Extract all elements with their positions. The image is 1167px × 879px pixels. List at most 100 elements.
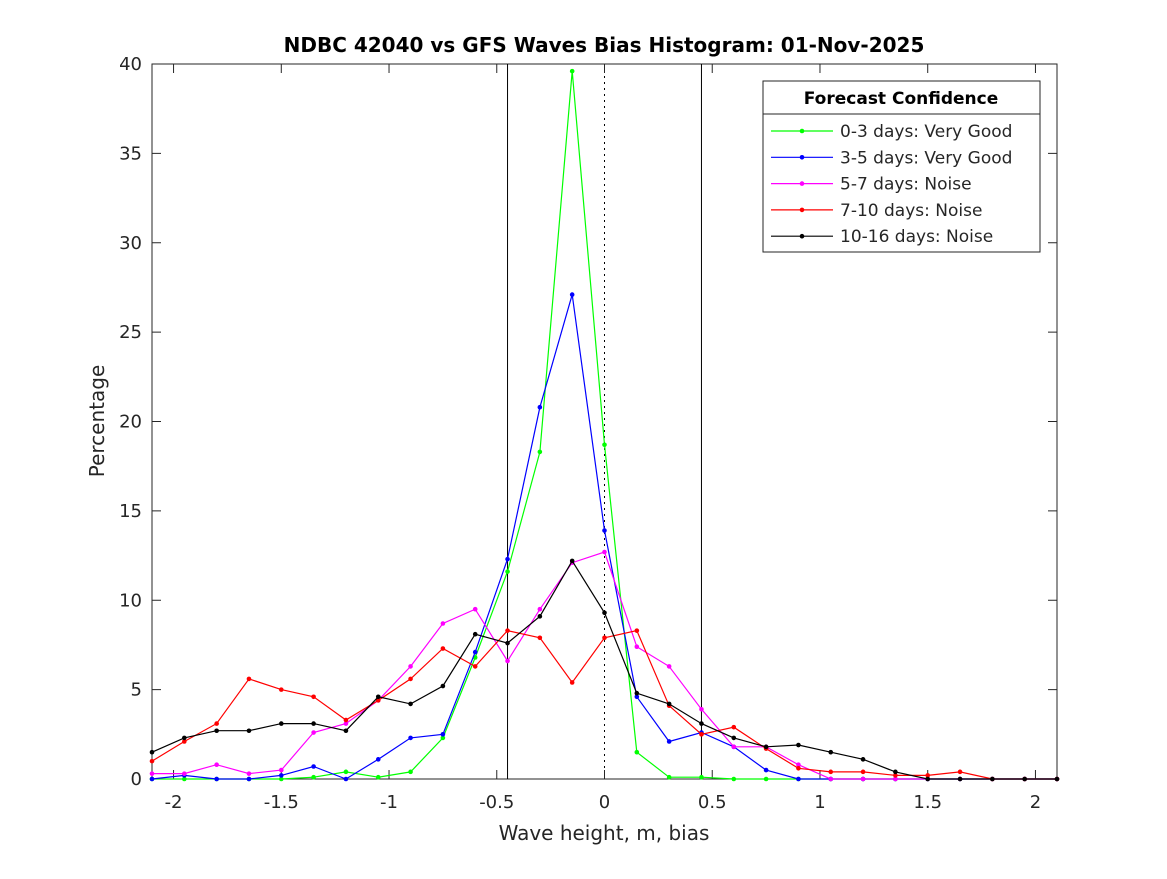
y-axis-label: Percentage (85, 365, 109, 478)
data-point (828, 749, 834, 755)
data-point (957, 776, 963, 782)
data-point (1054, 776, 1060, 782)
legend-item: 10-16 days: Noise (771, 227, 993, 247)
legend-item: 5-7 days: Noise (771, 175, 972, 195)
data-point (472, 664, 478, 669)
data-point (666, 739, 672, 744)
data-point (343, 728, 349, 734)
data-point (343, 769, 349, 775)
data-point (408, 676, 413, 682)
data-point (602, 610, 607, 616)
data-point (537, 606, 543, 612)
data-point (149, 749, 155, 755)
data-point (763, 776, 769, 782)
legend-label: 7-10 days: Noise (840, 201, 982, 221)
data-point (731, 744, 737, 750)
y-tick-label: 30 (119, 233, 142, 254)
data-point (408, 664, 413, 669)
data-point (311, 774, 316, 780)
data-point (537, 449, 543, 455)
data-point (149, 776, 155, 782)
x-tick-label: -2 (165, 792, 183, 813)
data-point (505, 556, 510, 562)
series-5 (149, 558, 1060, 782)
series-3 (149, 549, 1060, 782)
data-point (828, 776, 834, 782)
legend-item: 7-10 days: Noise (771, 201, 982, 221)
data-point (569, 680, 575, 685)
data-point (1022, 776, 1027, 782)
data-point (828, 769, 834, 775)
legend-marker (799, 233, 805, 239)
data-point (537, 404, 543, 410)
y-tick-label: 10 (119, 590, 142, 611)
data-point (569, 558, 575, 564)
data-point (440, 735, 446, 741)
x-tick-label: -0.5 (479, 792, 514, 813)
data-point (440, 646, 446, 651)
chart-title: NDBC 42040 vs GFS Waves Bias Histogram: … (284, 33, 925, 57)
data-point (602, 549, 607, 555)
y-tick-label: 5 (131, 680, 142, 701)
data-point (311, 730, 316, 735)
data-point (472, 631, 478, 637)
data-point (408, 701, 413, 707)
data-point (440, 621, 446, 626)
data-point (699, 706, 704, 712)
data-point (505, 640, 510, 646)
data-point (182, 739, 187, 744)
data-point (634, 749, 640, 755)
data-point (214, 728, 219, 734)
data-point (731, 776, 737, 782)
data-point (278, 687, 284, 692)
data-point (796, 742, 801, 748)
x-tick-label: 2 (1030, 792, 1041, 813)
data-point (278, 767, 284, 773)
data-point (925, 773, 931, 778)
data-point (408, 769, 413, 775)
data-point (505, 628, 510, 633)
x-tick-label: 0.5 (698, 792, 727, 813)
data-point (246, 776, 252, 782)
data-point (182, 735, 187, 741)
y-tick-label: 15 (119, 501, 142, 522)
data-point (699, 721, 704, 726)
data-point (796, 776, 801, 782)
data-point (893, 769, 898, 775)
data-point (149, 771, 155, 776)
data-point (408, 735, 413, 741)
data-point (537, 635, 543, 641)
data-point (602, 528, 607, 533)
data-point (375, 694, 381, 700)
data-point (472, 606, 478, 612)
y-tick-label: 20 (119, 412, 142, 433)
data-point (763, 767, 769, 773)
x-tick-label: -1 (380, 792, 398, 813)
legend-label: 3-5 days: Very Good (840, 148, 1012, 168)
data-point (860, 757, 866, 762)
data-point (634, 690, 640, 696)
data-point (375, 757, 381, 762)
data-point (893, 773, 898, 778)
data-point (699, 732, 704, 737)
data-point (246, 728, 252, 734)
data-point (214, 776, 219, 782)
legend-label: 10-16 days: Noise (840, 227, 993, 247)
data-point (666, 774, 672, 780)
legend-title: Forecast Confidence (804, 89, 999, 109)
data-point (472, 649, 478, 655)
data-point (440, 683, 446, 689)
data-point (957, 769, 963, 775)
x-axis-label: Wave height, m, bias (499, 821, 710, 845)
legend-item: 3-5 days: Very Good (771, 148, 1012, 168)
data-point (537, 614, 543, 619)
data-point (763, 744, 769, 750)
data-point (569, 292, 575, 297)
y-tick-label: 0 (131, 769, 142, 790)
data-point (214, 721, 219, 726)
legend-item: 0-3 days: Very Good (771, 122, 1012, 142)
x-tick-label: -1.5 (264, 792, 299, 813)
data-point (311, 721, 316, 726)
data-point (666, 701, 672, 707)
